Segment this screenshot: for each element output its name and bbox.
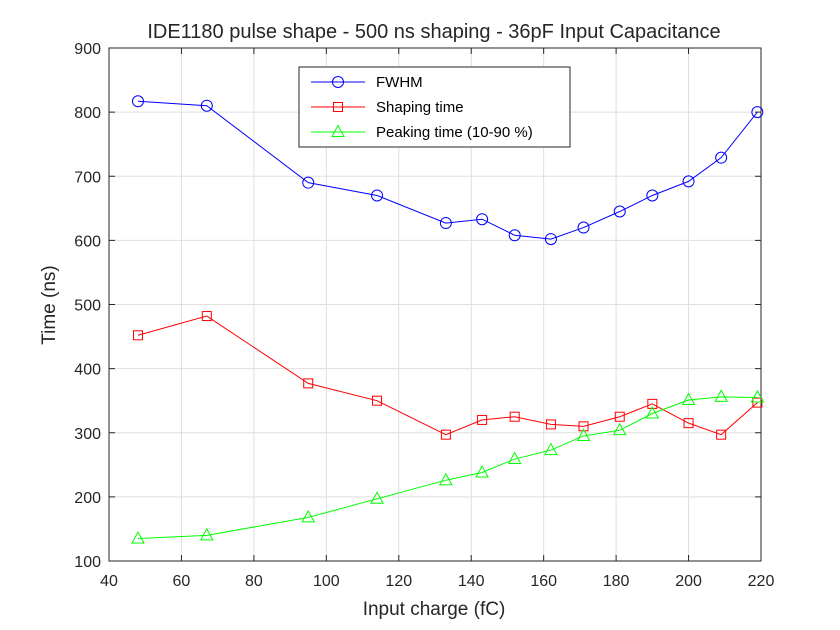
- series-line-shaping-time: [137, 315, 758, 436]
- y-tick-label: 600: [74, 233, 101, 250]
- data-point-peaking-time-10-90: [544, 442, 558, 456]
- x-tick-label: 120: [385, 573, 412, 590]
- y-axis-label: Time (ns): [39, 265, 60, 345]
- series-shaping-time: [132, 311, 763, 440]
- series-layer: [131, 95, 765, 544]
- y-tick-label: 100: [74, 554, 101, 571]
- data-point-fwhm: [302, 176, 315, 189]
- data-point-fwhm: [544, 233, 557, 246]
- x-tick-label: 40: [100, 573, 118, 590]
- data-point-fwhm: [508, 229, 521, 242]
- data-point-peaking-time-10-90: [507, 451, 522, 465]
- series-line-peaking-time-10-90: [137, 396, 758, 540]
- data-point-fwhm: [439, 217, 452, 230]
- data-point-fwhm: [646, 189, 659, 202]
- data-point-shaping-time: [440, 429, 451, 440]
- data-point-shaping-time: [578, 421, 589, 432]
- data-point-fwhm: [200, 99, 213, 112]
- data-point-fwhm: [371, 189, 384, 202]
- y-tick-label: 300: [74, 426, 101, 443]
- tick-labels: 40 60 80 100 120 140 160 180 200 220 100 200 300 400 5…: [74, 41, 774, 590]
- data-point-fwhm: [682, 175, 695, 188]
- legend-marker-shaping-time: [333, 102, 343, 112]
- x-tick-label: 100: [313, 573, 340, 590]
- data-point-peaking-time-10-90: [750, 389, 765, 403]
- data-point-fwhm: [613, 205, 626, 218]
- data-point-shaping-time: [509, 411, 520, 422]
- series-peaking-time-10-90: [131, 389, 765, 544]
- data-point-shaping-time: [545, 419, 556, 430]
- data-point-fwhm: [577, 221, 590, 234]
- x-tick-label: 80: [245, 573, 263, 590]
- data-point-fwhm: [131, 95, 144, 108]
- data-point-shaping-time: [614, 411, 625, 422]
- data-point-shaping-time: [647, 398, 658, 409]
- x-tick-label: 200: [675, 573, 702, 590]
- data-point-shaping-time: [752, 397, 763, 408]
- y-tick-label: 800: [74, 105, 101, 122]
- x-tick-label: 180: [603, 573, 630, 590]
- data-point-peaking-time-10-90: [576, 428, 591, 441]
- data-point-peaking-time-10-90: [714, 389, 728, 402]
- legend-marker-fwhm: [332, 76, 344, 88]
- x-tick-label: 60: [173, 573, 191, 590]
- chart-title: IDE1180 pulse shape - 500 ns shaping - 3…: [147, 21, 720, 43]
- data-point-peaking-time-10-90: [370, 491, 384, 504]
- legend-marker-peaking-time-10-90: [331, 124, 345, 137]
- legend: FWHM Shaping time Peaking time (10-90 %): [298, 66, 571, 148]
- data-point-shaping-time: [303, 378, 314, 389]
- data-point-peaking-time-10-90: [199, 527, 214, 541]
- y-tick-label: 200: [74, 490, 101, 507]
- y-tick-label: 700: [74, 169, 101, 186]
- series-fwhm: [131, 95, 764, 246]
- legend-label-fwhm: FWHM: [376, 74, 423, 91]
- data-point-fwhm: [715, 151, 728, 164]
- y-tick-label: 400: [74, 362, 101, 379]
- data-point-peaking-time-10-90: [131, 531, 145, 544]
- data-point-shaping-time: [683, 418, 694, 429]
- x-tick-label: 140: [458, 573, 485, 590]
- data-point-shaping-time: [716, 429, 727, 440]
- x-tick-label: 220: [748, 573, 775, 590]
- legend-label-peaking-time-10-90: Peaking time (10-90 %): [376, 124, 533, 141]
- data-point-fwhm: [751, 106, 764, 119]
- y-tick-label: 900: [74, 41, 101, 58]
- legend-label-shaping-time: Shaping time: [376, 99, 464, 116]
- data-point-peaking-time-10-90: [439, 472, 453, 486]
- data-point-peaking-time-10-90: [301, 509, 316, 523]
- data-point-shaping-time: [372, 395, 383, 406]
- y-tick-label: 500: [74, 298, 101, 315]
- data-point-shaping-time: [201, 311, 212, 322]
- data-point-peaking-time-10-90: [475, 464, 489, 478]
- data-point-peaking-time-10-90: [681, 392, 696, 406]
- data-point-shaping-time: [477, 414, 488, 425]
- data-point-fwhm: [476, 213, 489, 226]
- x-tick-label: 160: [530, 573, 557, 590]
- series-line-fwhm: [137, 100, 758, 240]
- data-point-peaking-time-10-90: [645, 405, 660, 419]
- data-point-peaking-time-10-90: [612, 422, 627, 436]
- x-axis-label: Input charge (fC): [363, 599, 506, 620]
- data-point-shaping-time: [132, 330, 143, 341]
